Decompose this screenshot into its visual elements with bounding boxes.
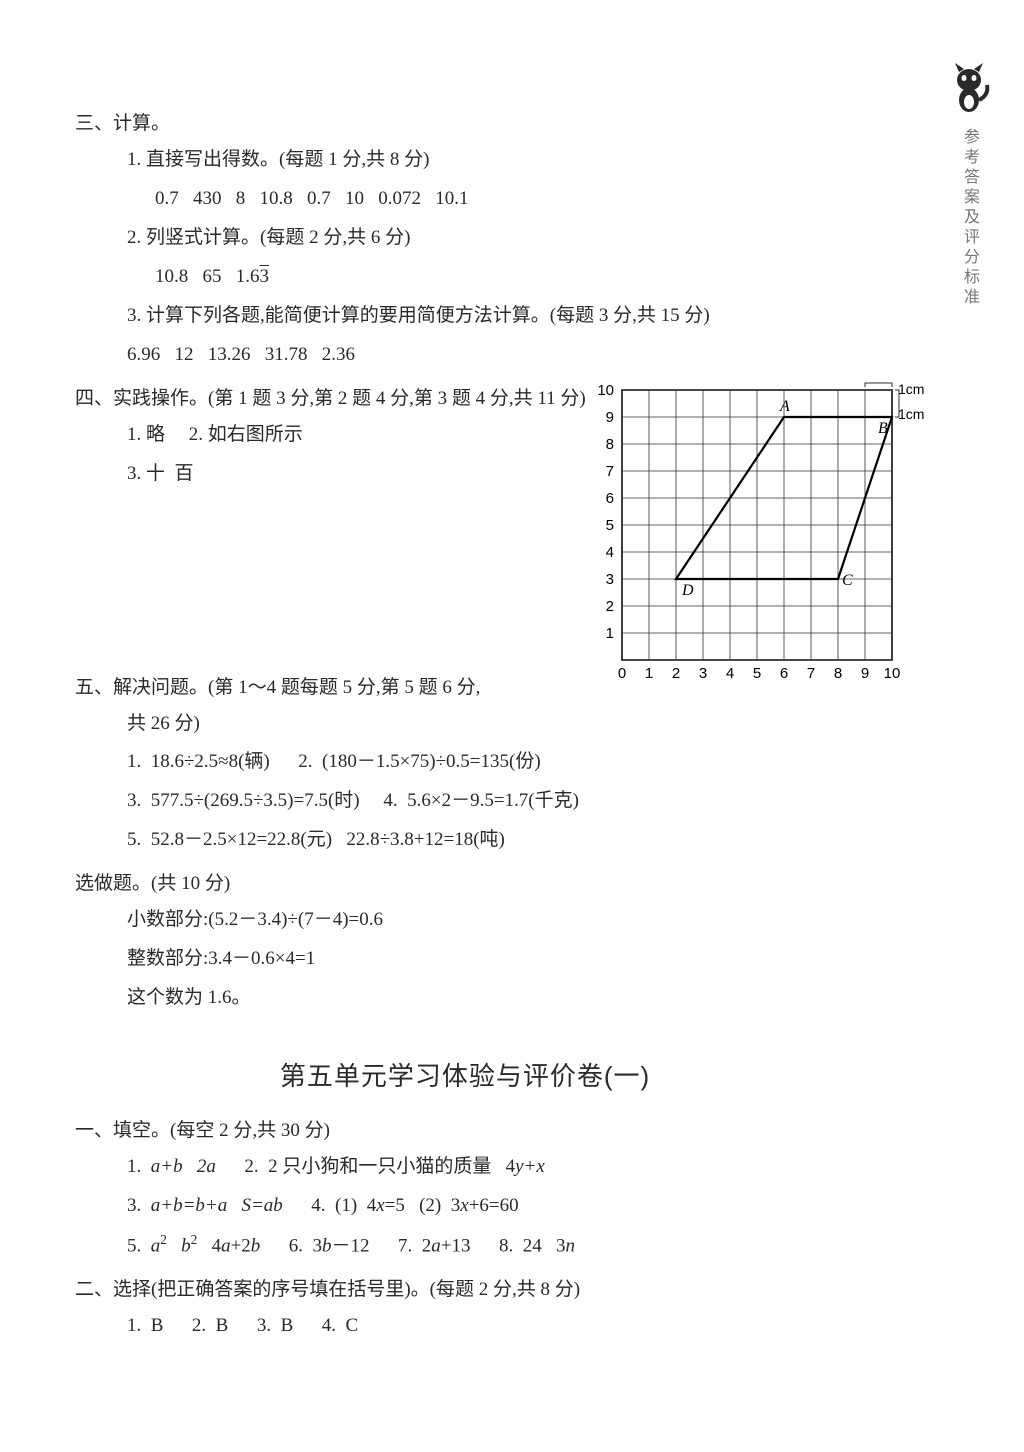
q3-3: 3. 计算下列各题,能简便计算的要用简便方法计算。(每题 3 分,共 15 分) [127, 297, 855, 336]
b-ans: 1. B 2. B 3. B 4. C [127, 1307, 855, 1346]
svg-text:0: 0 [618, 665, 626, 682]
q3-3-ans: 6.96 12 13.26 31.78 2.36 [127, 336, 855, 375]
q3-2-ans: 10.8 65 1.63 [155, 258, 855, 297]
svg-text:7: 7 [606, 463, 614, 480]
svg-text:B: B [878, 420, 888, 437]
svg-text:A: A [779, 398, 790, 415]
svg-text:6: 6 [780, 665, 788, 682]
opt-l2: 整数部分:3.4－0.6×4=1 [127, 940, 855, 979]
svg-text:10: 10 [884, 665, 901, 682]
section-3-head: 三、计算。 [75, 108, 855, 135]
svg-text:4: 4 [606, 544, 614, 561]
cat-mascot-icon [947, 60, 992, 115]
svg-text:1: 1 [645, 665, 653, 682]
svg-text:1cm: 1cm [898, 381, 924, 397]
q3-2: 2. 列竖式计算。(每题 2 分,共 6 分) [127, 219, 855, 258]
grid-chart: 0 1 2 3 4 5 6 7 8 9 10 1 2 3 4 5 6 7 8 9 10 1cm 1cm A B C D [594, 380, 924, 695]
a-l5: 5. a2 b2 4a+2b 6. 3b－12 7. 2a+13 8. 24 3… [127, 1226, 855, 1266]
optional-head: 选做题。(共 10 分) [75, 868, 855, 895]
svg-text:8: 8 [606, 436, 614, 453]
svg-text:5: 5 [606, 517, 614, 534]
main-content: 三、计算。 1. 直接写出得数。(每题 1 分,共 8 分) 0.7 430 8… [75, 108, 855, 1346]
svg-text:2: 2 [672, 665, 680, 682]
svg-text:1cm: 1cm [898, 406, 924, 422]
q5-5: 5. 52.8－2.5×12=22.8(元) 22.8÷3.8+12=18(吨) [127, 821, 855, 860]
svg-text:2: 2 [606, 598, 614, 615]
svg-text:9: 9 [606, 409, 614, 426]
svg-text:D: D [681, 582, 694, 599]
section-b-head: 二、选择(把正确答案的序号填在括号里)。(每题 2 分,共 8 分) [75, 1274, 855, 1301]
svg-text:3: 3 [699, 665, 707, 682]
q3-1: 1. 直接写出得数。(每题 1 分,共 8 分) [127, 141, 855, 180]
section-5-head2: 共 26 分) [127, 705, 855, 744]
q5-3: 3. 577.5÷(269.5÷3.5)=7.5(时) 4. 5.6×2－9.5… [127, 782, 855, 821]
grid-svg: 0 1 2 3 4 5 6 7 8 9 10 1 2 3 4 5 6 7 8 9 10 1cm 1cm A B C D [594, 380, 924, 690]
svg-text:8: 8 [834, 665, 842, 682]
svg-text:4: 4 [726, 665, 734, 682]
svg-text:10: 10 [597, 382, 614, 399]
svg-text:7: 7 [807, 665, 815, 682]
unit5-title: 第五单元学习体验与评价卷(一) [75, 1056, 855, 1093]
sidebar: 参考答案及评分标准 [944, 60, 994, 308]
svg-text:C: C [842, 572, 853, 589]
section-a-head: 一、填空。(每空 2 分,共 30 分) [75, 1115, 855, 1142]
svg-text:3: 3 [606, 571, 614, 588]
opt-l1: 小数部分:(5.2－3.4)÷(7－4)=0.6 [127, 901, 855, 940]
q5-1: 1. 18.6÷2.5≈8(辆) 2. (180－1.5×75)÷0.5=135… [127, 743, 855, 782]
q3-1-ans: 0.7 430 8 10.8 0.7 10 0.072 10.1 [155, 180, 855, 219]
svg-text:6: 6 [606, 490, 614, 507]
svg-text:5: 5 [753, 665, 761, 682]
svg-text:9: 9 [861, 665, 869, 682]
sidebar-label: 参考答案及评分标准 [957, 128, 981, 308]
opt-l3: 这个数为 1.6。 [127, 979, 855, 1018]
a-l1: 1. a+b 2a 2. 2 只小狗和一只小猫的质量 4y+x [127, 1148, 855, 1187]
a-l3: 3. a+b=b+a S=ab 4. (1) 4x=5 (2) 3x+6=60 [127, 1187, 855, 1226]
svg-text:1: 1 [606, 625, 614, 642]
